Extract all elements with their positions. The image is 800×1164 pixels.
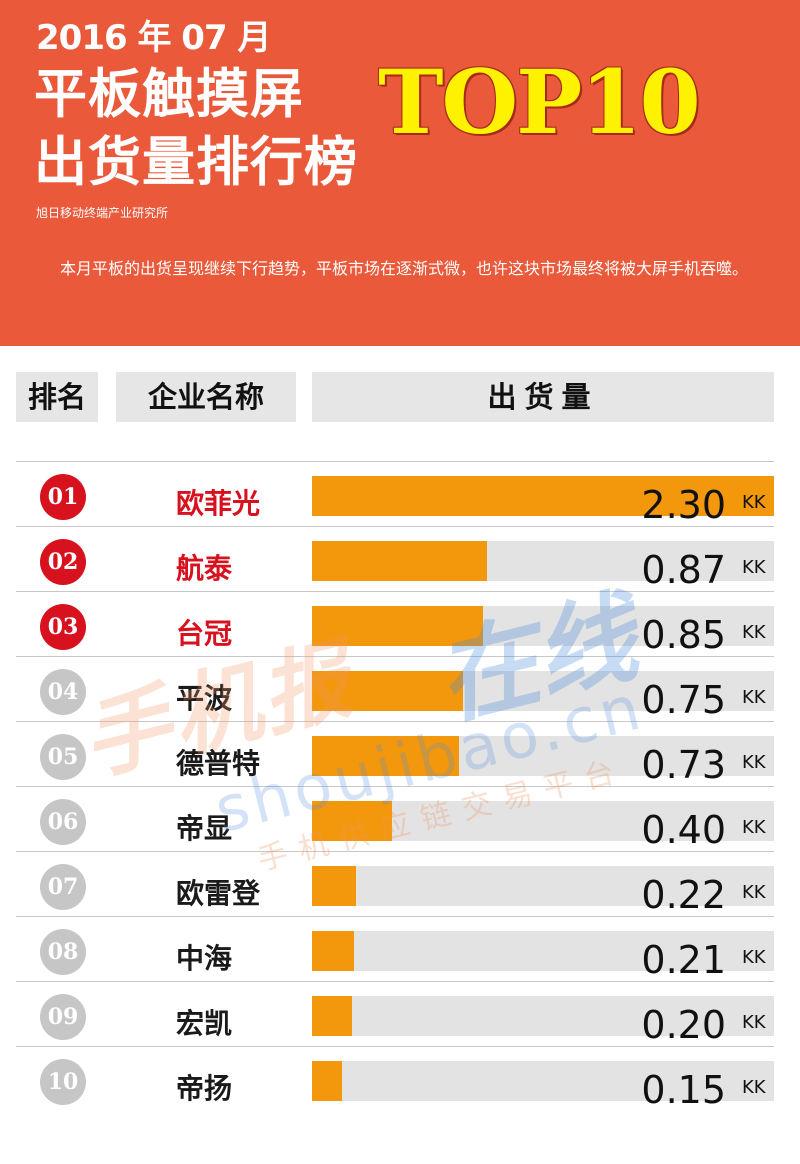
shipment-bar (312, 1061, 343, 1101)
rank-badge: 10 (40, 1059, 86, 1105)
unit-label: KK (742, 817, 766, 838)
shipment-bar (312, 866, 357, 906)
header-banner: 2016 年 07 月 平板触摸屏 出货量排行榜 TOP10 旭日移动终端产业研… (0, 0, 800, 346)
bar-track (312, 931, 774, 971)
unit-label: KK (742, 687, 766, 708)
row-divider (16, 591, 774, 592)
company-name: 欧雷登 (176, 877, 261, 910)
description: 本月平板的出货呈现继续下行趋势，平板市场在逐渐式微，也许这块市场最终将被大屏手机… (60, 259, 749, 278)
unit-label: KK (742, 1012, 766, 1033)
shipment-bar (312, 996, 353, 1036)
row-divider (16, 1046, 774, 1047)
company-name: 帝显 (176, 812, 233, 845)
company-name: 台冠 (176, 617, 233, 650)
company-name: 帝扬 (176, 1072, 233, 1105)
shipment-value: 0.40 (641, 808, 726, 852)
unit-label: KK (742, 882, 766, 903)
rank-badge: 01 (40, 474, 86, 520)
shipment-value: 0.73 (641, 743, 726, 787)
column-header-shipments: 出货量 (312, 372, 774, 422)
shipment-value: 0.21 (641, 938, 726, 982)
shipment-value: 0.87 (641, 548, 726, 592)
rank-badge: 07 (40, 864, 86, 910)
shipment-bar (312, 736, 459, 776)
unit-label: KK (742, 492, 766, 513)
company-name: 中海 (176, 942, 233, 975)
shipment-value: 0.75 (641, 678, 726, 722)
row-divider (16, 461, 774, 462)
title-line-2: 出货量排行榜 (34, 132, 358, 193)
top10-badge: TOP10 (378, 50, 701, 154)
shipment-value: 0.85 (641, 613, 726, 657)
title-line-1: 平板触摸屏 (34, 64, 304, 125)
shipment-value: 0.22 (641, 873, 726, 917)
shipment-value: 2.30 (641, 483, 726, 527)
company-name: 航泰 (176, 552, 233, 585)
rank-badge: 08 (40, 929, 86, 975)
row-divider (16, 981, 774, 982)
unit-label: KK (742, 1077, 766, 1098)
rank-badge: 02 (40, 539, 86, 585)
row-divider (16, 656, 774, 657)
shipment-bar (312, 931, 355, 971)
rank-badge: 06 (40, 799, 86, 845)
rank-badge: 09 (40, 994, 86, 1040)
row-divider (16, 851, 774, 852)
row-divider (16, 916, 774, 917)
unit-label: KK (742, 947, 766, 968)
bar-track (312, 1061, 774, 1101)
shipment-bar (312, 476, 774, 516)
column-header-rank: 排名 (16, 372, 98, 422)
row-divider (16, 526, 774, 527)
rank-badge: 04 (40, 669, 86, 715)
shipment-bar (312, 671, 463, 711)
unit-label: KK (742, 622, 766, 643)
company-name: 宏凯 (176, 1007, 233, 1040)
shipment-value: 0.20 (641, 1003, 726, 1047)
company-name: 德普特 (176, 747, 261, 780)
rank-badge: 05 (40, 734, 86, 780)
row-divider (16, 721, 774, 722)
report-date: 2016 年 07 月 (36, 18, 271, 58)
shipment-bar (312, 606, 483, 646)
column-header-company: 企业名称 (116, 372, 296, 422)
shipment-bar (312, 541, 487, 581)
shipment-bar (312, 801, 393, 841)
company-name: 欧菲光 (176, 487, 261, 520)
unit-label: KK (742, 557, 766, 578)
shipment-value: 0.15 (641, 1068, 726, 1112)
company-name: 平波 (176, 682, 233, 715)
unit-label: KK (742, 752, 766, 773)
bar-track (312, 996, 774, 1036)
row-divider (16, 786, 774, 787)
bar-track (312, 866, 774, 906)
source-label: 旭日移动终端产业研究所 (36, 206, 169, 220)
rank-badge: 03 (40, 604, 86, 650)
